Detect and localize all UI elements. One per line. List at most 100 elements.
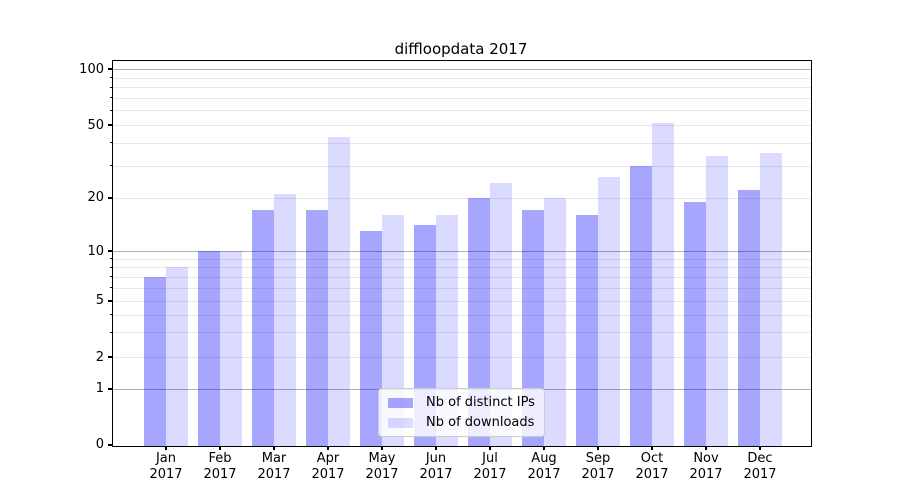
y-tick-label-2: 2 — [95, 349, 104, 365]
x-tick-mark — [273, 446, 275, 450]
legend-entry-distinct-ips: Nb of distinct IPs — [388, 395, 544, 411]
bar-ips-nov — [684, 201, 706, 446]
gridline-minor-50 — [113, 125, 811, 126]
y-minor-tick-mark — [109, 77, 112, 78]
legend: Nb of distinct IPs Nb of downloads — [378, 388, 545, 437]
bar-downloads-sep — [598, 176, 620, 446]
x-tick-label-oct: Oct 2017 — [635, 451, 669, 482]
x-tick-label-feb: Feb 2017 — [203, 451, 237, 482]
y-tick-mark — [108, 124, 112, 126]
x-tick-mark — [381, 446, 383, 450]
y-tick-label-5: 5 — [95, 293, 104, 309]
bar-ips-jan — [144, 276, 166, 446]
gridline-minor-5 — [113, 300, 811, 302]
x-tick-label-nov: Nov 2017 — [689, 451, 723, 482]
y-tick-label-20: 20 — [87, 190, 104, 206]
bar-downloads-jan — [166, 267, 188, 446]
bar-downloads-feb — [220, 251, 242, 446]
y-tick-label-50: 50 — [87, 117, 104, 133]
x-tick-label-jan: Jan 2017 — [149, 451, 183, 482]
y-tick-mark — [108, 250, 112, 252]
chart-title: diffloopdata 2017 — [394, 40, 528, 58]
bar-ips-aug — [522, 210, 544, 446]
bar-ips-mar — [252, 210, 274, 446]
x-tick-label-dec: Dec 2017 — [743, 451, 777, 482]
x-tick-label-jul: Jul 2017 — [473, 451, 507, 482]
y-tick-label-10: 10 — [87, 243, 104, 259]
y-minor-tick-mark — [109, 165, 112, 166]
x-tick-mark — [705, 446, 707, 450]
gridline-major-10 — [113, 251, 811, 252]
x-tick-label-aug: Aug 2017 — [527, 451, 561, 482]
gridline-minor-40 — [113, 142, 811, 144]
y-tick-label-1: 1 — [95, 381, 104, 396]
y-minor-tick-mark — [109, 142, 112, 144]
gridline-minor-7 — [113, 276, 811, 278]
gridline-minor-3 — [113, 332, 811, 334]
y-minor-tick-mark — [109, 276, 112, 278]
y-tick-mark — [108, 68, 112, 70]
x-tick-label-may: May 2017 — [365, 451, 399, 482]
legend-label-distinct-ips: Nb of distinct IPs — [426, 394, 535, 410]
y-minor-tick-mark — [109, 314, 112, 315]
bar-ips-may — [360, 230, 382, 446]
gridline-minor-8 — [113, 267, 811, 268]
x-tick-label-jun: Jun 2017 — [419, 451, 453, 482]
x-tick-mark — [435, 446, 437, 450]
y-tick-mark — [108, 356, 112, 359]
gridline-minor-30 — [113, 165, 811, 167]
x-tick-mark — [597, 446, 599, 450]
gridline-major-100 — [113, 69, 811, 70]
legend-swatch-downloads — [388, 417, 413, 428]
y-minor-tick-mark — [109, 258, 112, 260]
legend-label-downloads: Nb of downloads — [426, 414, 535, 430]
bar-downloads-aug — [544, 197, 566, 446]
y-tick-label-0: 0 — [95, 437, 104, 452]
gridline-minor-90 — [113, 77, 811, 79]
y-minor-tick-mark — [109, 287, 112, 289]
y-tick-mark — [108, 443, 112, 446]
gridline-minor-80 — [113, 87, 811, 88]
y-minor-tick-mark — [109, 109, 112, 111]
x-tick-mark — [165, 446, 167, 450]
gridline-minor-70 — [113, 97, 811, 99]
x-tick-mark — [489, 446, 491, 450]
x-tick-label-sep: Sep 2017 — [581, 451, 615, 482]
bar-downloads-apr — [328, 137, 350, 446]
gridline-minor-9 — [113, 258, 811, 260]
gridline-minor-6 — [113, 287, 811, 289]
x-tick-label-mar: Mar 2017 — [257, 451, 291, 482]
y-tick-label-100: 100 — [79, 61, 104, 77]
x-tick-mark — [759, 446, 761, 450]
x-tick-mark — [327, 446, 329, 450]
bar-downloads-jul — [490, 183, 512, 446]
bar-ips-oct — [630, 165, 652, 446]
bar-downloads-dec — [760, 153, 782, 446]
bar-ips-apr — [306, 210, 328, 446]
y-tick-mark — [108, 387, 112, 390]
y-tick-mark — [108, 299, 112, 302]
bar-downloads-nov — [706, 155, 728, 446]
legend-entry-downloads: Nb of downloads — [388, 415, 544, 431]
bar-ips-feb — [198, 251, 220, 446]
bar-ips-sep — [576, 214, 598, 446]
x-tick-label-apr: Apr 2017 — [311, 451, 345, 482]
y-minor-tick-mark — [109, 266, 112, 268]
gridline-minor-60 — [113, 110, 811, 112]
x-tick-mark — [543, 446, 545, 450]
y-tick-mark — [108, 196, 112, 199]
x-tick-mark — [219, 446, 221, 450]
gridline-minor-4 — [113, 314, 811, 316]
bar-downloads-oct — [652, 123, 674, 446]
gridline-minor-2 — [113, 357, 811, 359]
y-minor-tick-mark — [109, 331, 112, 333]
legend-swatch-distinct-ips — [388, 397, 413, 408]
gridline-minor-20 — [113, 197, 811, 199]
bar-downloads-mar — [274, 193, 296, 446]
x-tick-mark — [651, 446, 653, 450]
bar-ips-jul — [468, 197, 490, 446]
y-minor-tick-mark — [109, 86, 112, 88]
y-minor-tick-mark — [109, 97, 112, 99]
bar-ips-dec — [738, 190, 760, 446]
